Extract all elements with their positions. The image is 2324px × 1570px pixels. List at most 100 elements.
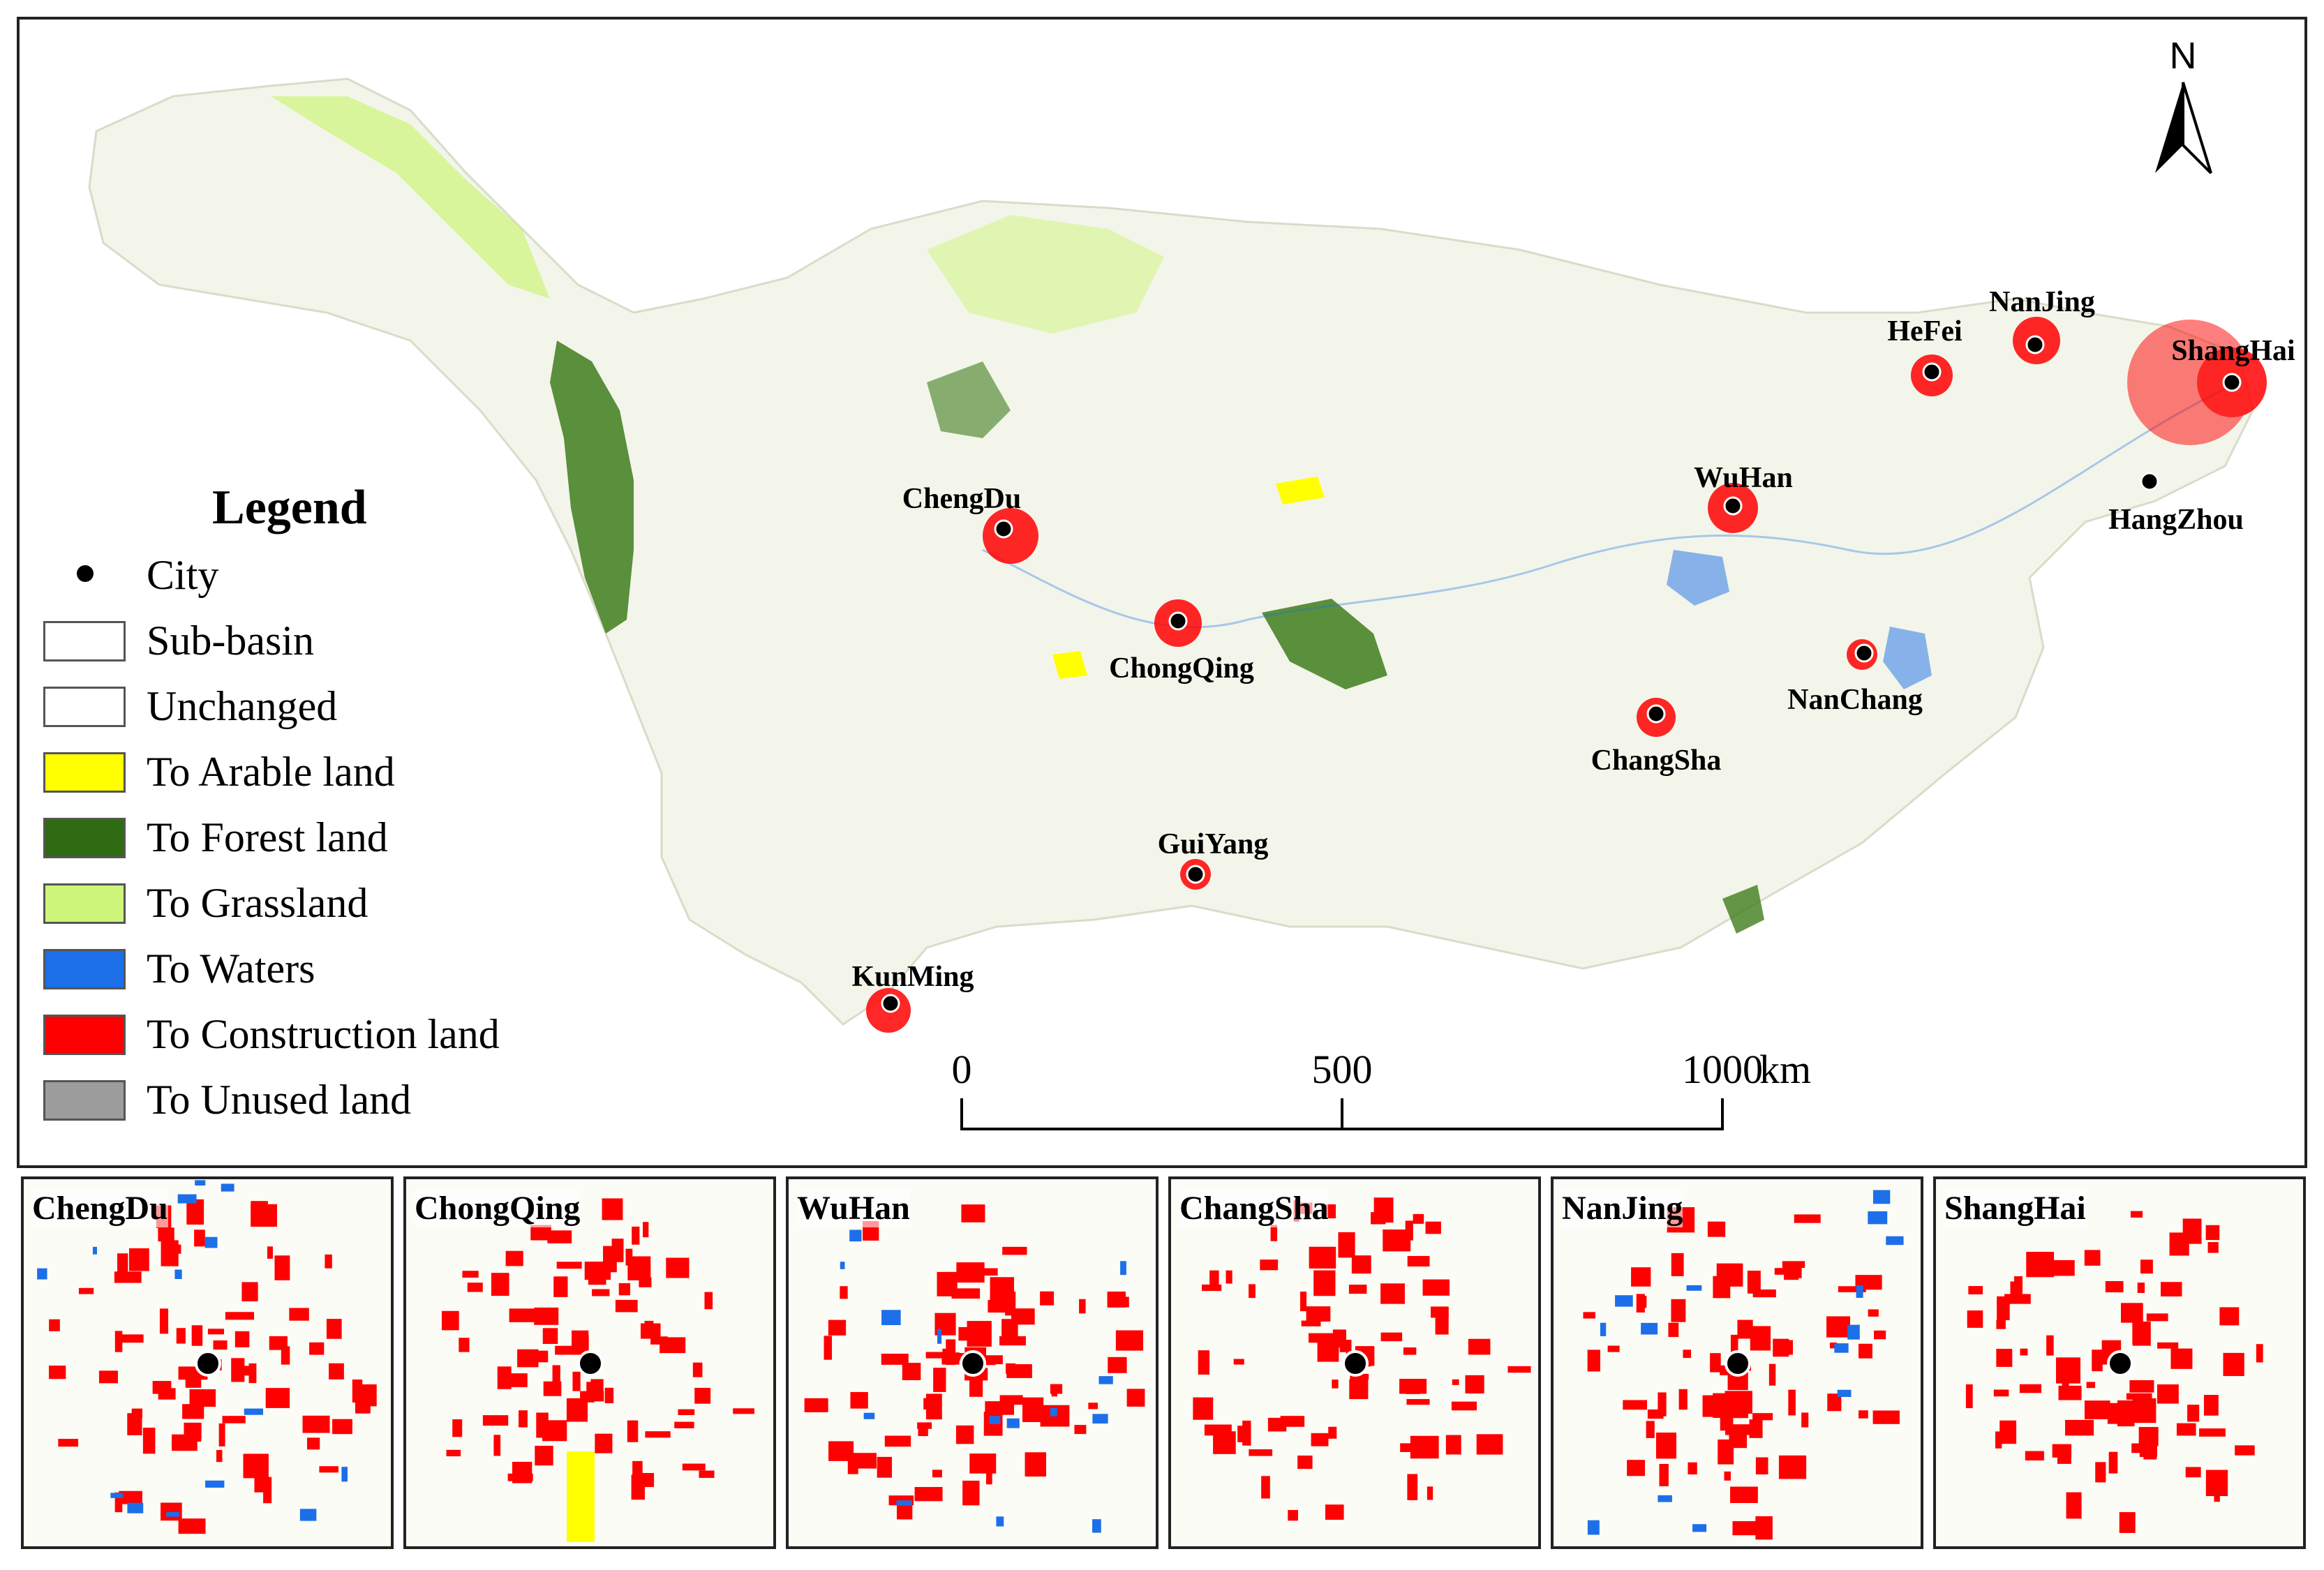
city-label: HeFei [1887, 315, 1962, 347]
inset-arable-patch [567, 1451, 595, 1542]
inset-label: ShangHai [1944, 1189, 2086, 1227]
legend-label: To Construction land [147, 1011, 500, 1057]
city-label: ChangSha [1591, 745, 1722, 777]
legend-item: To Grassland [29, 879, 546, 927]
inset-water-patches [1587, 1190, 1904, 1535]
waters-dongting [1667, 550, 1729, 606]
scale-bar-unit: km [1759, 1047, 1811, 1092]
inset-city-dot [577, 1350, 604, 1377]
legend-swatch [43, 949, 126, 989]
city-marker [881, 994, 900, 1013]
legend-item: Unchanged [29, 682, 546, 730]
legend-swatch [43, 818, 126, 858]
grassland-patch-northwest [271, 96, 550, 299]
forest-patch-center [1262, 599, 1387, 689]
inset-label: ChangSha [1179, 1189, 1329, 1227]
inset-construction-patches [49, 1199, 377, 1534]
city-marker [1186, 865, 1205, 884]
arable-patch-1 [1052, 651, 1087, 679]
legend-label: To Grassland [147, 880, 368, 926]
waters-poyang [1883, 627, 1932, 689]
inset-city-dot [2107, 1350, 2133, 1377]
city-label: NanJing [1989, 286, 2095, 318]
legend-label: To Unused land [147, 1077, 412, 1123]
inset-label: ChengDu [32, 1189, 168, 1227]
city-label: ShangHai [2171, 335, 2295, 367]
city-marker [2025, 335, 2045, 354]
inset-map: WuHan [786, 1176, 1159, 1549]
inset-label: ChongQing [415, 1189, 581, 1227]
city-marker [994, 519, 1013, 539]
inset-water-patches [37, 1180, 348, 1521]
legend-label: Unchanged [147, 683, 338, 729]
city-marker [2140, 472, 2159, 491]
north-arrow-label: N [2170, 35, 2197, 77]
inset-map: ChangSha [1168, 1176, 1541, 1549]
yangtze-basin-map: ChengDu ChongQing GuiYang KunMing WuHan Chang… [88, 35, 2295, 1130]
basin-outline [88, 77, 2254, 1026]
legend-swatch [43, 752, 126, 793]
legend-label: To Forest land [147, 814, 388, 860]
scale-bar-tick-label: 0 [952, 1047, 972, 1092]
inset-label: WuHan [797, 1189, 910, 1227]
legend-item: Sub-basin [29, 617, 546, 664]
forest-patch-south [1722, 885, 1764, 934]
city-label: HangZhou [2108, 504, 2244, 536]
inset-map-graphic [24, 1179, 391, 1546]
inset-city-dot [960, 1350, 986, 1377]
city-marker [1723, 496, 1743, 516]
scale-bar-line [960, 1098, 1724, 1130]
city-label: KunMing [851, 961, 974, 993]
city-label: NanChang [1787, 684, 1923, 716]
legend-title: Legend [212, 481, 367, 534]
scale-bar-tick-label: 500 [1312, 1047, 1373, 1092]
legend-swatch [43, 883, 126, 924]
legend-item: City [29, 551, 546, 599]
inset-construction-patches [1583, 1207, 1900, 1540]
inset-map: NanJing [1551, 1176, 1923, 1549]
legend-swatch [43, 1015, 126, 1055]
inset-construction-patches [804, 1204, 1145, 1520]
legend-item: To Arable land [29, 748, 546, 795]
city-dot-icon [77, 565, 94, 582]
legend-item: To Construction land [29, 1010, 546, 1058]
city-marker [1168, 611, 1188, 631]
legend-item: To Waters [29, 945, 546, 992]
city-marker [2222, 373, 2242, 392]
north-arrow: N [2155, 35, 2212, 174]
inset-map: ChongQing [403, 1176, 776, 1549]
legend-label: City [147, 552, 219, 598]
legend-label: To Arable land [147, 749, 395, 795]
forest-patch-sichuan [927, 361, 1011, 438]
legend-swatch [43, 621, 126, 661]
forest-patch-west [550, 341, 634, 634]
legend-swatch [43, 1080, 126, 1121]
main-map: ChengDu ChongQing GuiYang KunMing WuHan Chang… [17, 17, 2307, 1168]
grassland-patch-north [927, 215, 1164, 334]
city-label: ChongQing [1109, 652, 1254, 685]
inset-water-patches [840, 1229, 1126, 1533]
city-label: WuHan [1694, 462, 1793, 494]
north-arrow-icon [2155, 82, 2183, 173]
inset-city-dot [195, 1350, 221, 1377]
city-marker [1646, 704, 1666, 724]
inset-city-dot [1342, 1350, 1369, 1377]
city-marker [1922, 362, 1942, 382]
north-arrow-icon [2182, 82, 2212, 174]
legend-label: To Waters [147, 945, 315, 992]
legend-swatch [43, 687, 126, 727]
inset-label: NanJing [1562, 1189, 1683, 1227]
legend-item: To Forest land [29, 814, 546, 861]
inset-map: ChengDu [21, 1176, 394, 1549]
inset-construction-patches [1965, 1211, 2263, 1533]
inset-city-dot [1725, 1350, 1751, 1377]
inset-map: ShangHai [1933, 1176, 2306, 1549]
legend-label: Sub-basin [147, 618, 314, 664]
scale-bar-tick-label: 1000 [1682, 1047, 1763, 1092]
legend-item: To Unused land [29, 1076, 546, 1123]
city-marker [1854, 643, 1874, 663]
city-label: GuiYang [1158, 828, 1269, 860]
construction-clusters [866, 317, 2267, 1033]
city-label: ChengDu [902, 483, 1021, 515]
